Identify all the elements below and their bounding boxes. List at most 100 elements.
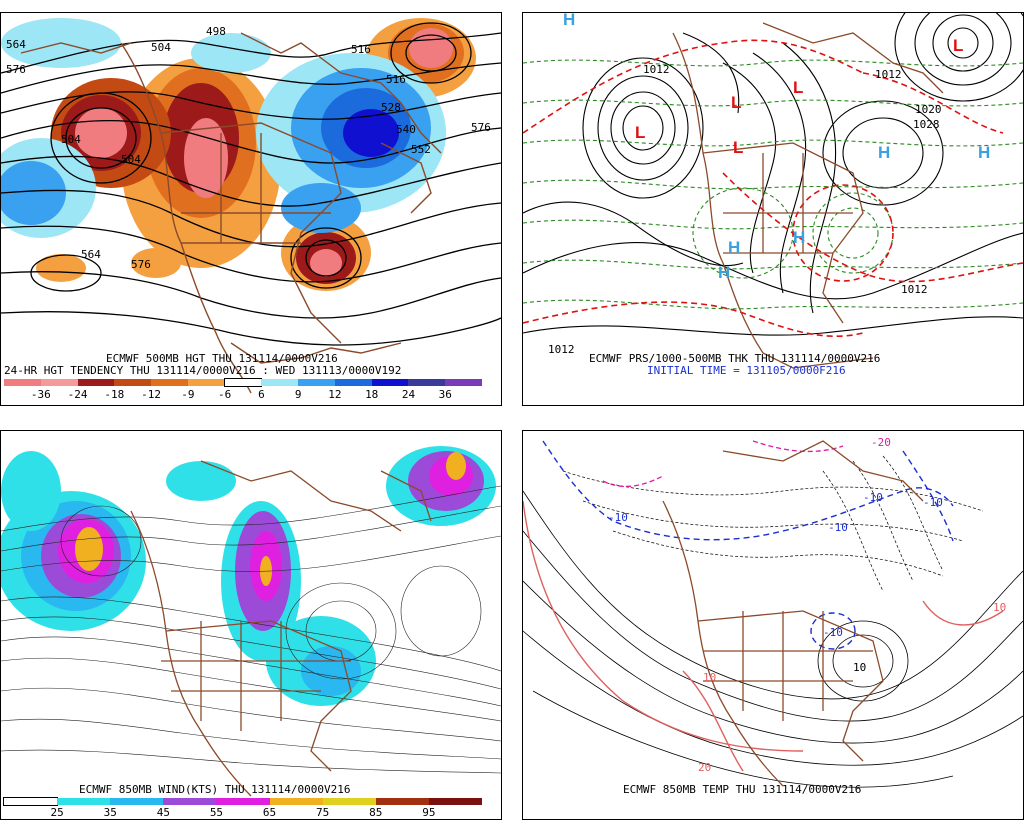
colorbar-swatch (216, 798, 270, 805)
map-850mb-temp: -10 -10 -10 -10 -10 10 10 -20 20 10 (523, 436, 1023, 788)
contour-label: 516 (351, 43, 371, 56)
caption-850mb-wind: ECMWF 850MB WIND(KTS) THU 131114/0000V21… (79, 783, 351, 796)
isotherm-label: -10 (608, 511, 628, 524)
contour-labels: 564 504 498 516 504 528 540 552 576 576 … (6, 25, 491, 271)
streamlines (1, 485, 501, 774)
contour-label: 564 (81, 248, 101, 261)
pressure-label: 1012 (643, 63, 670, 76)
pressure-label: 1012 (875, 68, 902, 81)
colorbar-swatch (445, 379, 482, 386)
colorbar-swatch (334, 379, 372, 386)
map-pressure-thickness: L L L L L H H H H H H 1012 1020 1028 101… (523, 13, 1023, 369)
coastlines (662, 440, 924, 787)
colorbar-tick-label: 36 (438, 388, 452, 401)
colorbar-swatch (114, 379, 152, 386)
colorbar-swatch (2, 797, 59, 806)
wind-speed-colorbar-ticks: 25 35 45 55 65 75 85 95 (4, 806, 482, 819)
isotherm-label: 10 (703, 671, 716, 684)
isotherm-label: -10 (823, 626, 843, 639)
isotherms-solid (523, 490, 1023, 788)
contour-label: 504 (151, 41, 171, 54)
colorbar-tick-label: -12 (141, 388, 161, 401)
contour-label: 540 (396, 123, 416, 136)
isotherm-labels: -10 -10 -10 -10 -10 10 10 -20 20 10 (608, 436, 1006, 774)
high-center: H (978, 143, 990, 162)
high-center: H (728, 238, 740, 257)
pressure-labels: 1012 1020 1028 1012 1012 1012 (548, 63, 942, 356)
caption-850mb-temp: ECMWF 850MB TEMP THU 131114/0000V216 (623, 783, 862, 796)
colorbar-tick-label: -6 (217, 388, 232, 401)
colorbar-swatch (77, 379, 115, 386)
contour-label: 528 (381, 101, 401, 114)
low-center: L (731, 93, 741, 112)
colorbar-swatch (269, 798, 323, 805)
colorbar-swatch (110, 798, 164, 805)
contour-label: 576 (471, 121, 491, 134)
panel-850mb-wind: ECMWF 850MB WIND(KTS) THU 131114/0000V21… (0, 430, 502, 820)
isotherm-label: 20 (698, 761, 711, 774)
colorbar-swatch (187, 379, 225, 386)
pressure-label: 1028 (913, 118, 940, 131)
caption-500mb-tendency: 24-HR HGT TENDENCY THU 131114/0000V216 :… (4, 364, 402, 377)
height-tendency-colorbar-ticks: -36 -24 -18 -12 -9 -6 6 9 12 18 24 36 (4, 388, 482, 401)
high-center: H (793, 228, 805, 247)
colorbar-swatch (322, 798, 376, 805)
height-fall-shading (1, 18, 446, 238)
colorbar-swatch (163, 798, 217, 805)
colorbar-tick-label: 35 (103, 806, 117, 819)
colorbar-tick-label: 18 (365, 388, 379, 401)
colorbar-tick-label: 45 (156, 806, 170, 819)
wind-speed-shading (1, 446, 496, 706)
colorbar-tick-label: 95 (422, 806, 436, 819)
colorbar-tick-label: 12 (328, 388, 342, 401)
minus-20-isotherm (602, 440, 844, 488)
colorbar-tick-label: -24 (67, 388, 88, 401)
colorbar-swatch (40, 379, 78, 386)
colorbar-swatch (371, 379, 409, 386)
coastlines (20, 32, 442, 394)
colorbar-tick-label: -36 (30, 388, 51, 401)
height-tendency-colorbar (4, 378, 482, 387)
colorbar-swatch (298, 379, 335, 386)
high-center: H (878, 143, 890, 162)
contour-label: 564 (6, 38, 26, 51)
caption-pressure-thickness: ECMWF PRS/1000-500MB THK THU 131114/0000… (589, 352, 881, 365)
coastlines (672, 22, 944, 369)
plus-10-isotherm (523, 500, 1004, 772)
panel-850mb-temp: -10 -10 -10 -10 -10 10 10 -20 20 10 ECMW… (522, 430, 1024, 820)
wind-speed-colorbar (2, 797, 482, 806)
colorbar-tick-label: 75 (316, 806, 330, 819)
panel-500mb-height: 564 504 498 516 504 528 540 552 576 576 … (0, 12, 502, 406)
colorbar-tick-label: 24 (401, 388, 416, 401)
pressure-label: 1012 (548, 343, 575, 356)
contour-label: 552 (411, 143, 431, 156)
colorbar-swatch (428, 798, 482, 805)
isobars (523, 13, 1023, 336)
colorbar-tick-label: 6 (258, 388, 265, 401)
contour-label: 504 (61, 133, 81, 146)
colorbar-swatch (408, 379, 446, 386)
isotherm-label: -20 (871, 436, 891, 449)
low-center: L (953, 36, 963, 55)
isotherm-label: 10 (853, 661, 866, 674)
contour-label: 576 (131, 258, 151, 271)
caption-initial-time: INITIAL TIME = 131105/0000F216 (647, 364, 846, 377)
colorbar-tick-label: 55 (209, 806, 224, 819)
pressure-label: 1020 (915, 103, 942, 116)
high-center: H (718, 263, 730, 282)
critical-thickness-lines (523, 39, 1023, 338)
isotherms-dashed (562, 455, 984, 592)
colorbar-swatch (57, 798, 111, 805)
colorbar-tick-label: 65 (262, 806, 277, 819)
colorbar-tick-label: 9 (294, 388, 302, 401)
caption-500mb-height: ECMWF 500MB HGT THU 131114/0000V216 (106, 352, 338, 365)
colorbar-swatch (223, 378, 263, 387)
colorbar-tick-label: -9 (181, 388, 195, 401)
map-500mb-height: 564 504 498 516 504 528 540 552 576 576 … (1, 18, 501, 394)
colorbar-swatch (151, 379, 188, 386)
thickness-contours (523, 59, 1023, 310)
low-center: L (793, 78, 803, 97)
colorbar-swatch (4, 379, 41, 386)
colorbar-tick-label: 25 (50, 806, 64, 819)
low-center: L (635, 123, 645, 142)
